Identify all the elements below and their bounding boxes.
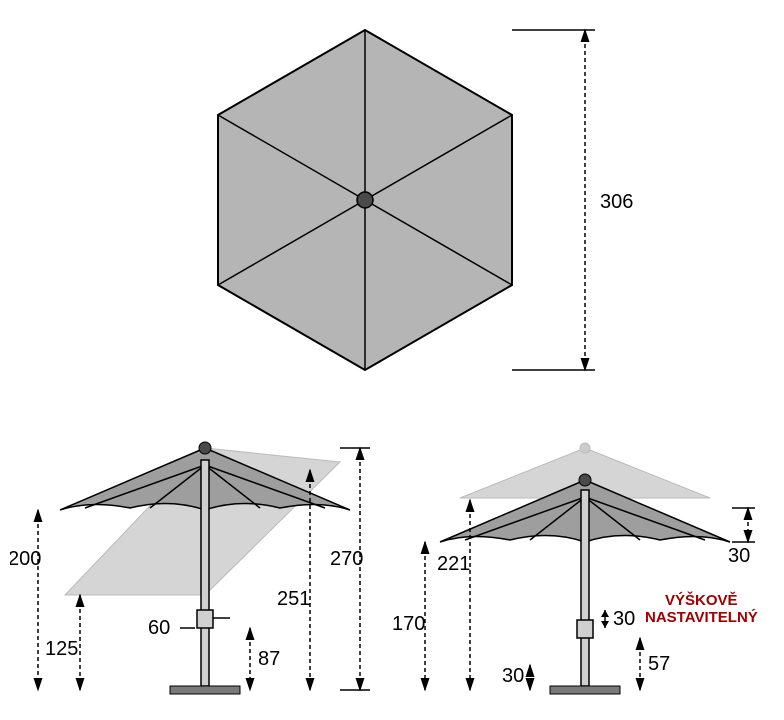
base-lowered (550, 686, 620, 694)
dim-30-tip: 30 (728, 545, 750, 567)
base-open (170, 686, 240, 694)
dim-200: 200 (10, 548, 41, 570)
dim-87: 87 (258, 648, 280, 670)
top-view: 306 (218, 30, 633, 370)
dim-30-crank: 30 (613, 608, 635, 630)
side-view-open: 200 125 60 87 251 270 (10, 442, 370, 694)
crank-box (197, 610, 213, 628)
dim-125: 125 (45, 638, 78, 660)
dim-60: 60 (148, 617, 170, 639)
crank-box-low (577, 620, 593, 638)
center-hub (357, 192, 373, 208)
dim-30-bottom: 30 (502, 665, 524, 687)
side-view-lowered: 221 170 30 30 57 30 VÝŠKOVĚ NASTAVITELNÝ (392, 443, 758, 694)
dim-306: 306 (600, 191, 633, 213)
note-line2: NASTAVITELNÝ (645, 608, 758, 626)
pole-open (201, 460, 209, 686)
dim-221: 221 (437, 553, 470, 575)
dim-57: 57 (648, 653, 670, 675)
dim-251: 251 (277, 588, 310, 610)
dim-170: 170 (392, 613, 425, 635)
pole-lowered (581, 490, 589, 686)
dim-270: 270 (330, 548, 363, 570)
note-line1: VÝŠKOVĚ (665, 591, 738, 609)
technical-drawing: 306 200 125 60 87 251 (10, 10, 774, 710)
